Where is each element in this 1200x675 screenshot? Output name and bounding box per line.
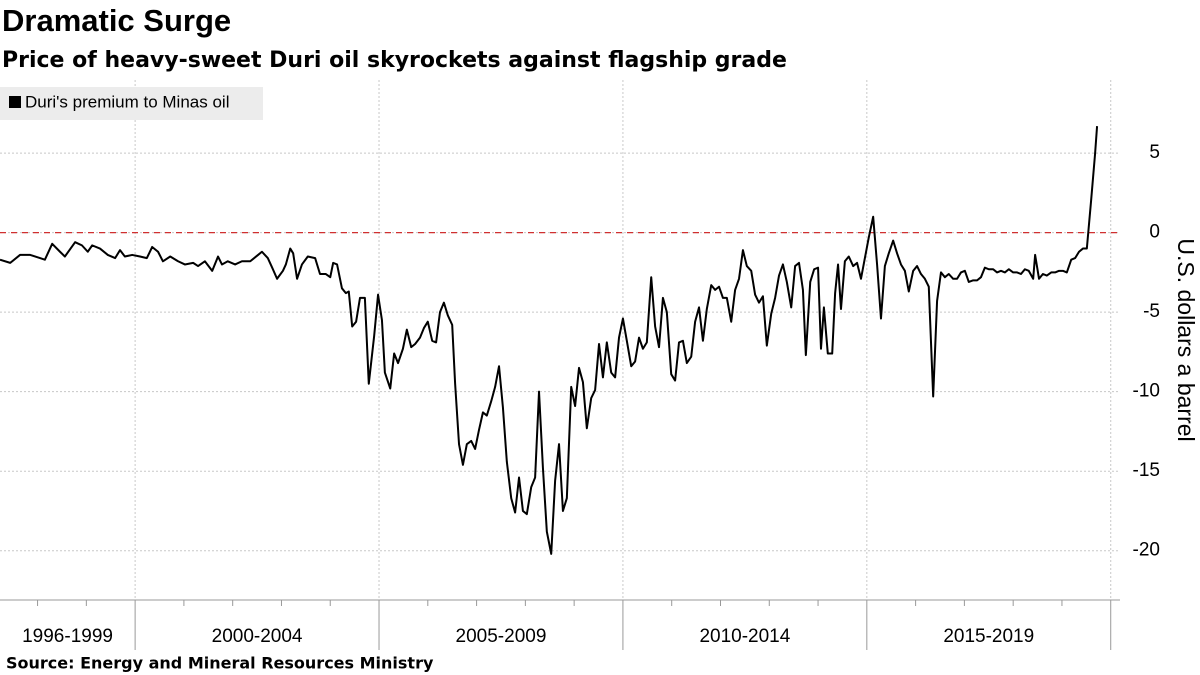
legend-swatch <box>9 96 21 108</box>
y-tick-label: -10 <box>1133 381 1160 402</box>
chart-subtitle: Price of heavy-sweet Duri oil skyrockets… <box>2 48 787 73</box>
y-tick-label: 5 <box>1149 142 1160 163</box>
y-tick-label: -5 <box>1143 301 1160 322</box>
line-series <box>0 126 1099 555</box>
chart-title: Dramatic Surge <box>2 3 231 38</box>
y-tick-label: -20 <box>1133 540 1160 561</box>
x-group-label: 2015-2019 <box>943 626 1034 647</box>
legend-label: Duri's premium to Minas oil <box>25 92 229 111</box>
y-tick-label: 0 <box>1149 222 1160 243</box>
legend-box <box>0 87 263 120</box>
y-tick-label: -15 <box>1133 460 1160 481</box>
x-group-label: 2000-2004 <box>212 626 303 647</box>
x-group-label: 2010-2014 <box>699 626 790 647</box>
y-axis-title: U.S. dollars a barrel <box>1173 238 1199 441</box>
x-group-label: 2005-2009 <box>456 626 547 647</box>
source: Source: Energy and Mineral Resources Min… <box>6 654 434 673</box>
x-group-label: 1996-1999 <box>22 626 113 647</box>
